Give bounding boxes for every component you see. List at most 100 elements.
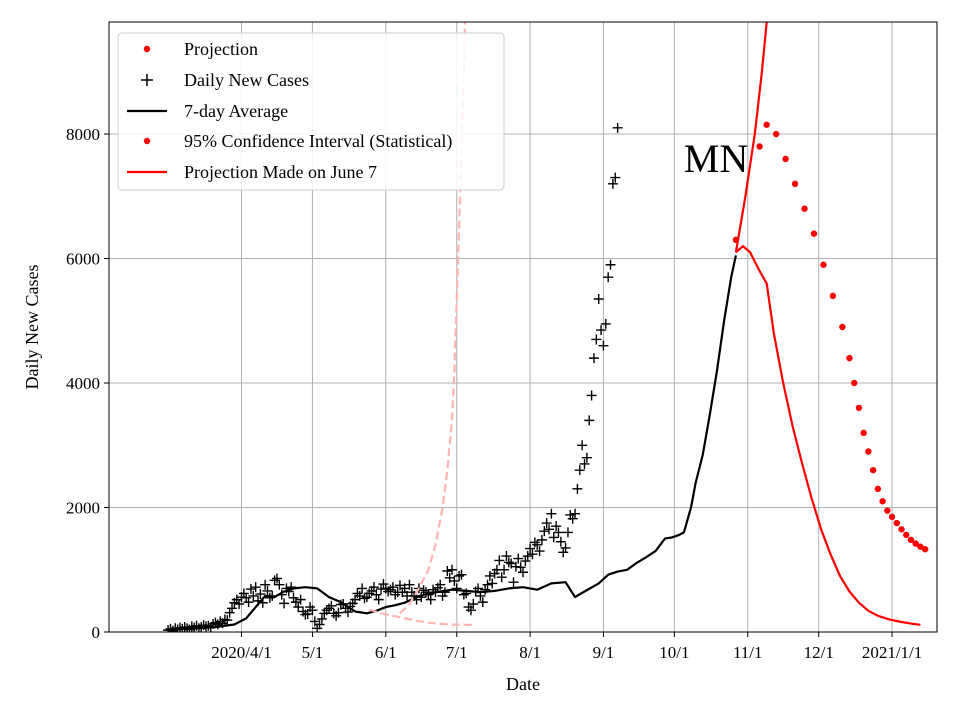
daily-case-point — [271, 573, 282, 584]
projection-point — [810, 230, 818, 237]
daily-case-point — [241, 592, 252, 603]
projection-point — [865, 448, 872, 455]
daily-case-point — [588, 353, 599, 364]
daily-case-point — [390, 589, 401, 600]
daily-case-point — [368, 582, 379, 593]
daily-case-point — [260, 579, 271, 590]
projection-point — [869, 466, 877, 474]
daily-case-point — [449, 575, 460, 586]
daily-case-point — [548, 532, 559, 543]
daily-case-point — [269, 575, 280, 586]
x-tick-label: 11/1 — [733, 643, 763, 662]
series-line-projection-made-on-june-7 — [735, 245, 921, 626]
projection-point — [893, 519, 900, 527]
x-tick-label: 10/1 — [659, 643, 689, 662]
projection-point — [912, 540, 919, 547]
projection-point — [917, 543, 924, 550]
projection-point — [903, 531, 910, 539]
daily-case-point — [435, 579, 446, 590]
projection-point — [879, 498, 886, 505]
x-tick-label: 2021/1/1 — [862, 643, 922, 662]
daily-case-point — [607, 178, 618, 189]
projection-point — [907, 536, 915, 544]
daily-case-point — [245, 584, 256, 595]
daily-case-point — [352, 588, 363, 599]
daily-case-point — [584, 415, 595, 426]
daily-case-point — [288, 592, 299, 603]
daily-case-point — [605, 259, 616, 270]
daily-case-point — [293, 602, 304, 613]
daily-case-point — [477, 597, 488, 608]
daily-case-point — [508, 577, 519, 588]
daily-case-point — [274, 579, 285, 590]
daily-case-point — [342, 607, 353, 618]
daily-case-point — [222, 615, 233, 626]
daily-case-point — [551, 521, 562, 532]
daily-case-point — [283, 586, 294, 597]
y-axis: 0 2000 4000 6000 8000 — [66, 125, 109, 642]
projection-point — [820, 261, 827, 268]
daily-case-point — [253, 595, 264, 606]
daily-case-point — [215, 616, 226, 627]
legend-marker-projection — [143, 45, 151, 53]
daily-case-point — [522, 551, 533, 562]
daily-case-point — [264, 592, 275, 603]
series-projection — [732, 121, 929, 553]
projection-point — [829, 292, 837, 300]
daily-case-point — [513, 553, 524, 564]
projection-point — [756, 143, 763, 150]
projection-point — [888, 513, 896, 521]
series-line-projection-made-on-june-7-upper — [734, 22, 768, 253]
series-line-7-day-average — [168, 255, 737, 631]
daily-case-point — [423, 589, 434, 600]
daily-case-point — [456, 569, 467, 580]
x-tick-label: 5/1 — [302, 643, 324, 662]
daily-case-point — [468, 598, 479, 609]
daily-case-point — [454, 570, 465, 581]
legend-label-projection-made-on-june-7: Projection Made on June 7 — [184, 162, 377, 182]
y-tick-label: 8000 — [66, 125, 100, 144]
daily-case-point — [501, 551, 512, 562]
x-tick-label: 12/1 — [804, 643, 834, 662]
y-tick-label: 6000 — [66, 250, 100, 269]
daily-case-point — [203, 620, 214, 631]
daily-case-point — [286, 582, 297, 593]
daily-case-point — [581, 452, 592, 463]
daily-case-point — [515, 562, 526, 573]
daily-case-point — [579, 458, 590, 469]
legend-marker-95-confidence-interval-statistical — [143, 137, 151, 145]
daily-case-point — [428, 584, 439, 595]
daily-case-point — [560, 542, 571, 553]
daily-case-point — [577, 440, 588, 451]
daily-case-point — [404, 579, 415, 590]
daily-case-point — [421, 587, 432, 598]
daily-case-point — [238, 588, 249, 599]
x-tick-label: 2020/4/1 — [211, 643, 271, 662]
projection-point — [884, 507, 891, 514]
daily-case-point — [541, 518, 552, 529]
daily-case-point — [544, 524, 555, 535]
daily-case-point — [364, 588, 375, 599]
plot-frame — [108, 21, 938, 633]
series-line-june-7-ci-lower — [368, 608, 476, 627]
x-tick-label: 7/1 — [446, 643, 468, 662]
projection-point — [851, 379, 858, 387]
daily-case-point — [496, 572, 507, 583]
y-tick-label: 0 — [92, 623, 101, 642]
daily-case-point — [553, 527, 564, 538]
projection-point — [791, 180, 799, 188]
projection-point — [839, 323, 846, 331]
daily-case-point — [385, 584, 396, 595]
projection-point — [921, 546, 929, 553]
daily-case-point — [473, 583, 484, 594]
legend-label-projection: Projection — [184, 39, 258, 59]
daily-case-point — [529, 537, 540, 548]
daily-case-point — [598, 340, 609, 351]
legend-label-7-day-average: 7-day Average — [184, 101, 288, 121]
x-tick-label: 6/1 — [375, 643, 397, 662]
daily-case-point — [503, 557, 514, 568]
daily-case-point — [570, 508, 581, 519]
daily-case-point — [451, 583, 462, 594]
daily-case-point — [359, 593, 370, 604]
